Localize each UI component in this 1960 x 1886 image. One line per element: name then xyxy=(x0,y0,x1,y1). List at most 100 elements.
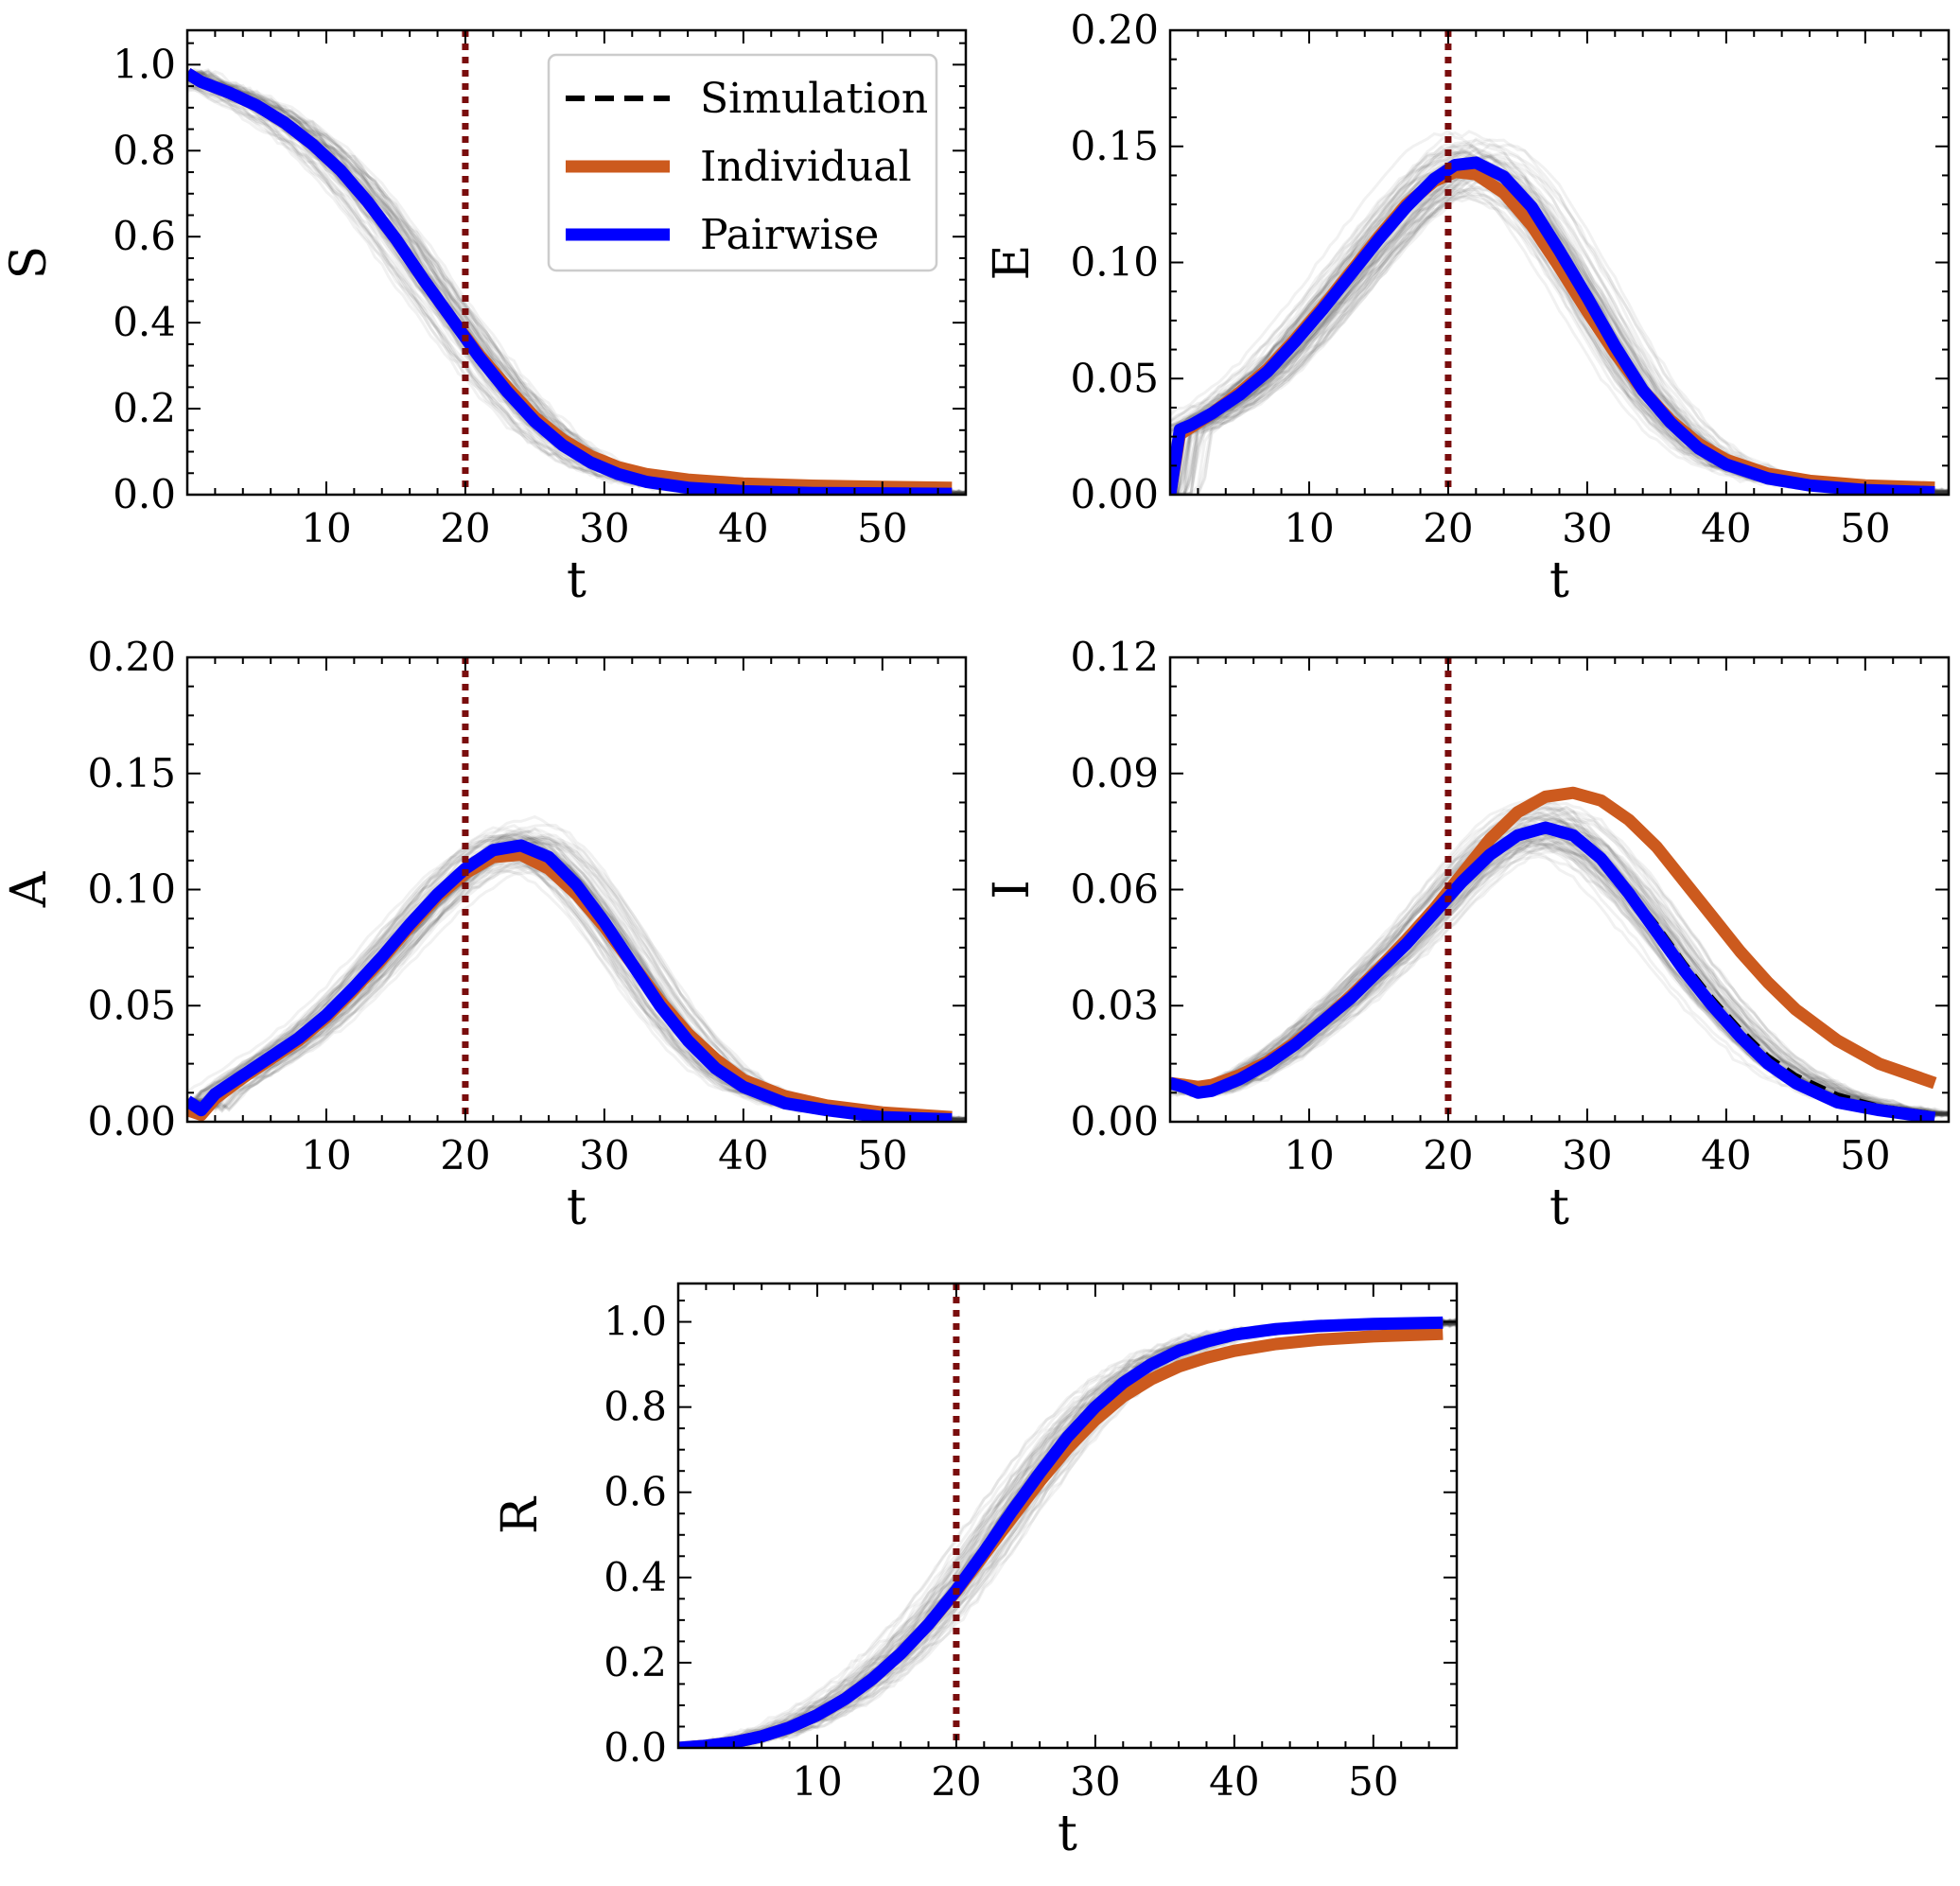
simulation-run-line xyxy=(678,1319,1457,1748)
x-axis-label: t xyxy=(1549,1179,1569,1236)
y-tick-label: 0.15 xyxy=(87,750,176,796)
simulation-run-line xyxy=(679,1319,1457,1748)
simulation-run-line xyxy=(1170,830,1949,1118)
simulation-run-line xyxy=(1170,829,1949,1117)
x-tick-label: 50 xyxy=(857,505,907,551)
individual-line xyxy=(187,848,953,1122)
simulation-run-line xyxy=(1170,837,1949,1118)
x-axis-label: t xyxy=(567,1179,586,1236)
simulation-run-line xyxy=(678,1318,1457,1748)
simulation-run-line xyxy=(678,1318,1457,1748)
pairwise-line xyxy=(1170,156,1935,495)
simulation-run-line xyxy=(678,1318,1457,1748)
panel-i: 10 20 30 40 50 0.00 0.03 0.06 0.09 0.12 t I xyxy=(984,634,1951,1236)
simulation-run-line xyxy=(678,1318,1457,1748)
x-tick-label: 30 xyxy=(579,505,629,551)
simulation-run-line xyxy=(678,1318,1457,1748)
simulation-run-line xyxy=(1170,819,1949,1116)
x-tick-label: 10 xyxy=(1284,1132,1334,1179)
simulation-run-line xyxy=(1170,821,1949,1116)
simulation-run-line xyxy=(678,1318,1457,1748)
plot-area xyxy=(1170,129,1949,495)
simulation-run-line xyxy=(678,1318,1457,1748)
simulation-run-line xyxy=(678,1320,1457,1748)
y-tick-label: 0.10 xyxy=(87,866,176,913)
simulation-run-line xyxy=(678,1318,1457,1748)
simulation-run-line xyxy=(678,1318,1457,1748)
y-tick-label: 1.0 xyxy=(604,1299,667,1345)
simulation-run-line xyxy=(678,1318,1457,1748)
simulation-run-line xyxy=(678,1318,1457,1748)
simulation-run-line xyxy=(1170,845,1949,1116)
simulation-run-line xyxy=(678,1318,1457,1748)
y-tick-label: 0.09 xyxy=(1070,750,1159,796)
simulation-run-line xyxy=(678,1318,1457,1748)
simulation-run-line xyxy=(187,866,966,1122)
simulation-run-line xyxy=(678,1318,1457,1748)
y-tick-label: 0.4 xyxy=(604,1554,667,1600)
x-tick-label: 10 xyxy=(1284,505,1334,551)
x-tick-label: 40 xyxy=(718,1132,768,1179)
simulation-run-line xyxy=(1170,814,1949,1119)
y-axis-label: E xyxy=(984,245,1041,281)
simulation-run-line xyxy=(1170,841,1949,1115)
simulation-run-line xyxy=(678,1318,1457,1748)
x-tick-label: 50 xyxy=(1840,505,1890,551)
x-tick-label: 30 xyxy=(1562,1132,1612,1179)
simulation-run-line xyxy=(1170,845,1949,1118)
y-tick-label: 0.06 xyxy=(1070,866,1159,913)
simulation-run-line xyxy=(678,1318,1457,1748)
simulation-run-line xyxy=(1170,812,1949,1116)
simulation-run-line xyxy=(678,1318,1457,1748)
y-axis-label: A xyxy=(1,870,58,908)
simulation-run-line xyxy=(678,1318,1457,1748)
simulation-run-line xyxy=(1170,855,1949,1117)
simulation-run-line xyxy=(678,1318,1457,1748)
simulation-run-line xyxy=(678,1317,1457,1748)
simulation-run-line xyxy=(678,1318,1457,1748)
simulation-run-line xyxy=(1170,812,1949,1114)
legend-label-simulation: Simulation xyxy=(700,75,928,123)
plot-area xyxy=(1170,786,1949,1122)
simulation-run-line xyxy=(678,1317,1457,1748)
panel-a: 10 20 30 40 50 0.00 0.05 0.10 0.15 0.20 t A xyxy=(1,634,968,1236)
simulation-run-line xyxy=(1170,828,1949,1117)
plot-area xyxy=(678,1316,1457,1748)
y-tick-label: 0.0 xyxy=(113,471,176,517)
y-tick-label: 0.00 xyxy=(1070,1098,1159,1144)
simulation-run-line xyxy=(1170,839,1949,1117)
simulation-run-line xyxy=(678,1319,1457,1748)
simulation-run-line xyxy=(678,1317,1457,1748)
y-tick-label: 0.4 xyxy=(113,299,176,345)
simulation-run-line xyxy=(678,1318,1457,1748)
simulation-run-line xyxy=(678,1318,1457,1748)
simulation-run-line xyxy=(1170,823,1949,1117)
simulation-run-line xyxy=(678,1318,1457,1748)
simulation-run-line xyxy=(678,1318,1457,1747)
simulation-run-line xyxy=(1170,834,1949,1117)
plot-area xyxy=(187,814,966,1122)
x-axis-label: t xyxy=(1058,1806,1077,1862)
simulation-run-line xyxy=(1170,829,1949,1117)
panel-s: 10 20 30 40 50 0.0 0.2 0.4 0.6 0.8 1.0 t S Simulation… xyxy=(1,28,968,609)
simulation-run-line xyxy=(678,1319,1457,1748)
y-tick-label: 1.0 xyxy=(113,41,176,87)
simulation-run-line xyxy=(1170,837,1949,1115)
panel-e: 10 20 30 40 50 0.00 0.05 0.10 0.15 0.20 t E xyxy=(984,7,1951,609)
simulation-run-line xyxy=(678,1318,1457,1748)
y-tick-label: 0.00 xyxy=(1070,471,1159,517)
simulation-ensemble xyxy=(1170,129,1949,495)
y-tick-label: 0.12 xyxy=(1070,634,1159,680)
simulation-run-line xyxy=(678,1318,1457,1748)
simulation-run-line xyxy=(1170,828,1949,1118)
simulation-run-line xyxy=(678,1319,1457,1747)
x-tick-label: 20 xyxy=(1423,505,1473,551)
pairwise-line xyxy=(187,67,953,495)
simulation-run-line xyxy=(187,88,966,495)
simulation-run-line xyxy=(1170,805,1949,1114)
simulation-run-line xyxy=(1170,811,1949,1116)
simulation-run-line xyxy=(678,1318,1457,1748)
simulation-run-line xyxy=(678,1318,1457,1748)
simulation-run-line xyxy=(678,1318,1457,1748)
x-axis-label: t xyxy=(567,552,586,609)
